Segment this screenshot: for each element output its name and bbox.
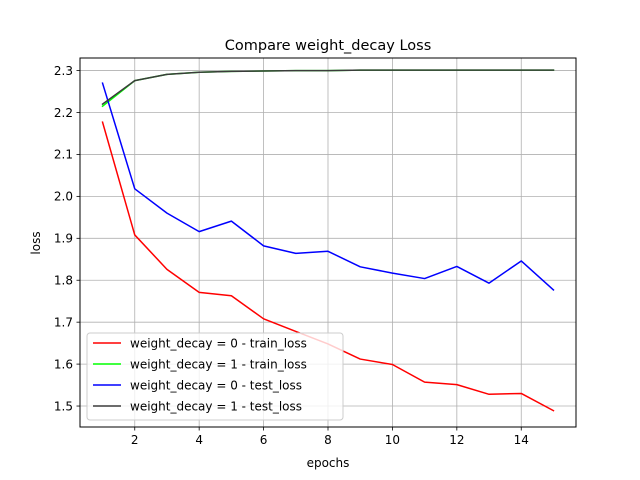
- y-tick-label: 2.0: [54, 190, 73, 204]
- x-tick-label: 4: [195, 433, 203, 447]
- x-tick-label: 10: [385, 433, 400, 447]
- legend-label-4: weight_decay = 1 - test_loss: [130, 400, 302, 414]
- legend-label-3: weight_decay = 0 - test_loss: [130, 379, 302, 393]
- series-line-3: [101, 82, 555, 291]
- x-tick-label: 14: [514, 433, 529, 447]
- y-tick-label: 2.3: [54, 64, 73, 78]
- legend-box: [86, 332, 344, 421]
- x-axis-label: epochs: [307, 456, 350, 470]
- series-line-4: [101, 69, 555, 106]
- y-tick-label: 1.7: [54, 315, 73, 329]
- chart-title: Compare weight_decay Loss: [225, 38, 432, 54]
- y-tick-label: 1.9: [54, 232, 73, 246]
- y-tick-label: 1.6: [54, 357, 73, 371]
- x-tick-label: 8: [324, 433, 332, 447]
- y-axis-label: loss: [29, 231, 43, 254]
- axis-ticks: 2 4 6 8 10 12 14 1.5 1.6 1.7 1.8 1.9 2.0 2.1 2.2 2.3: [54, 64, 529, 447]
- legend-label-1: weight_decay = 0 - train_loss: [130, 337, 307, 351]
- y-tick-label: 2.1: [54, 148, 73, 162]
- y-tick-label: 1.5: [54, 399, 73, 413]
- legend-label-2: weight_decay = 1 - train_loss: [130, 358, 307, 372]
- y-tick-label: 1.8: [54, 274, 73, 288]
- x-tick-label: 12: [449, 433, 464, 447]
- x-tick-label: 6: [260, 433, 268, 447]
- x-tick-label: 2: [131, 433, 139, 447]
- legend: weight_decay = 0 - train_loss weight_deca…: [86, 332, 344, 421]
- y-tick-label: 2.2: [54, 106, 73, 120]
